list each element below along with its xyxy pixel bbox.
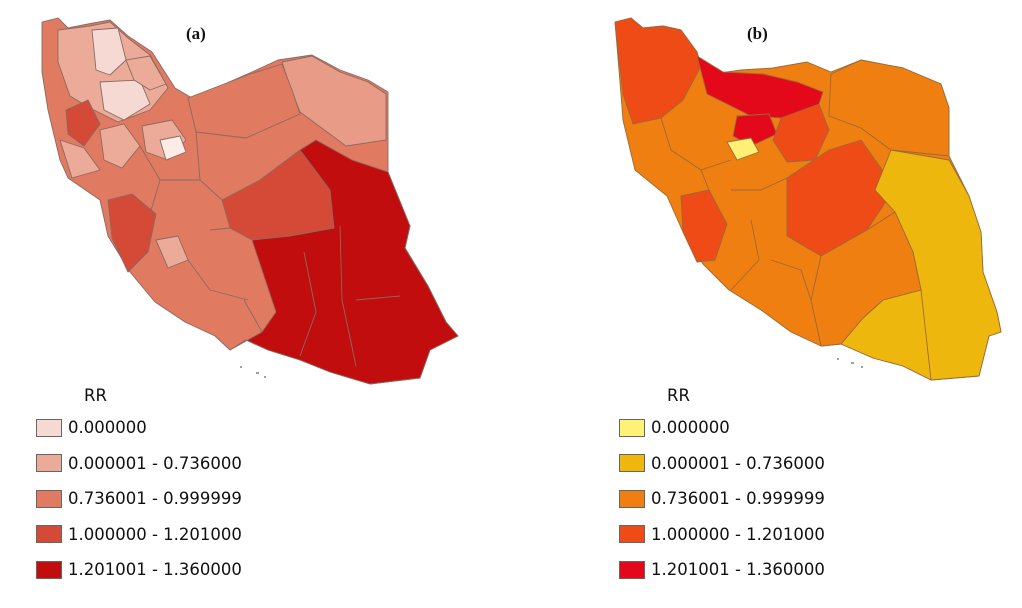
legend-title: RR bbox=[84, 386, 107, 405]
province bbox=[59, 139, 101, 179]
choropleth-map-a bbox=[41, 17, 459, 385]
province bbox=[125, 55, 167, 91]
legend-item-label: 1.201001 - 1.360000 bbox=[68, 560, 242, 580]
province bbox=[732, 113, 778, 147]
legend-swatch bbox=[36, 489, 62, 508]
legend-item: 0.000000 bbox=[36, 410, 242, 446]
panel-label-b: (b) bbox=[747, 24, 768, 43]
legend-item: 0.736001 - 0.999999 bbox=[619, 481, 825, 517]
legend-a: RR 0.000000 0.000001 - 0.736000 0.736001… bbox=[36, 382, 242, 588]
legend-swatch bbox=[619, 489, 645, 508]
province bbox=[65, 99, 101, 147]
legend-swatch bbox=[619, 560, 645, 579]
province bbox=[91, 27, 127, 76]
legend-item: 0.000001 - 0.736000 bbox=[36, 446, 242, 482]
province bbox=[159, 135, 187, 161]
legend-item: 1.201001 - 1.360000 bbox=[36, 552, 242, 588]
legend-item-label: 1.000000 - 1.201000 bbox=[651, 524, 825, 544]
legend-swatch bbox=[36, 525, 62, 544]
legend-item: 1.201001 - 1.360000 bbox=[619, 552, 825, 588]
legend-item-label: 0.736001 - 0.999999 bbox=[68, 489, 242, 509]
legend-item-label: 0.000001 - 0.736000 bbox=[651, 453, 825, 473]
legend-item-label: 0.736001 - 0.999999 bbox=[651, 489, 825, 509]
legend-item-label: 1.201001 - 1.360000 bbox=[651, 560, 825, 580]
panel-label-a: (a) bbox=[186, 24, 206, 43]
legend-item: 0.736001 - 0.999999 bbox=[36, 481, 242, 517]
legend-swatch bbox=[619, 454, 645, 473]
province bbox=[229, 139, 459, 385]
province bbox=[828, 59, 950, 157]
legend-swatch bbox=[36, 418, 62, 437]
legend-item-label: 0.000000 bbox=[651, 418, 730, 438]
legend-item-label: 1.000000 - 1.201000 bbox=[68, 524, 242, 544]
legend-swatch bbox=[619, 525, 645, 544]
legend-item-label: 0.000001 - 0.736000 bbox=[68, 453, 242, 473]
province bbox=[726, 137, 760, 161]
province bbox=[99, 123, 141, 169]
legend-item: 1.000000 - 1.201000 bbox=[36, 517, 242, 553]
legend-item: 0.000000 bbox=[619, 410, 825, 446]
legend-item: 1.000000 - 1.201000 bbox=[619, 517, 825, 553]
legend-swatch bbox=[36, 454, 62, 473]
map-panel-a: (a) RR 0.000000 0.000001 - 0.736000 0.73… bbox=[36, 17, 459, 588]
legend-title: RR bbox=[667, 386, 690, 405]
province bbox=[187, 63, 301, 139]
province bbox=[810, 211, 922, 347]
legend-b: RR 0.000000 0.000001 - 0.736000 0.736001… bbox=[619, 382, 825, 588]
map-panel-b: (b) RR 0.000000 0.000001 - 0.736000 0.73… bbox=[511, 0, 1022, 608]
province bbox=[99, 79, 151, 121]
legend-swatch bbox=[619, 418, 645, 437]
legend-swatch bbox=[36, 560, 62, 579]
province bbox=[786, 139, 896, 257]
province bbox=[107, 193, 157, 273]
legend-item: 0.000001 - 0.736000 bbox=[619, 446, 825, 482]
legend-item-label: 0.000000 bbox=[68, 418, 147, 438]
choropleth-map-b bbox=[614, 17, 1002, 381]
